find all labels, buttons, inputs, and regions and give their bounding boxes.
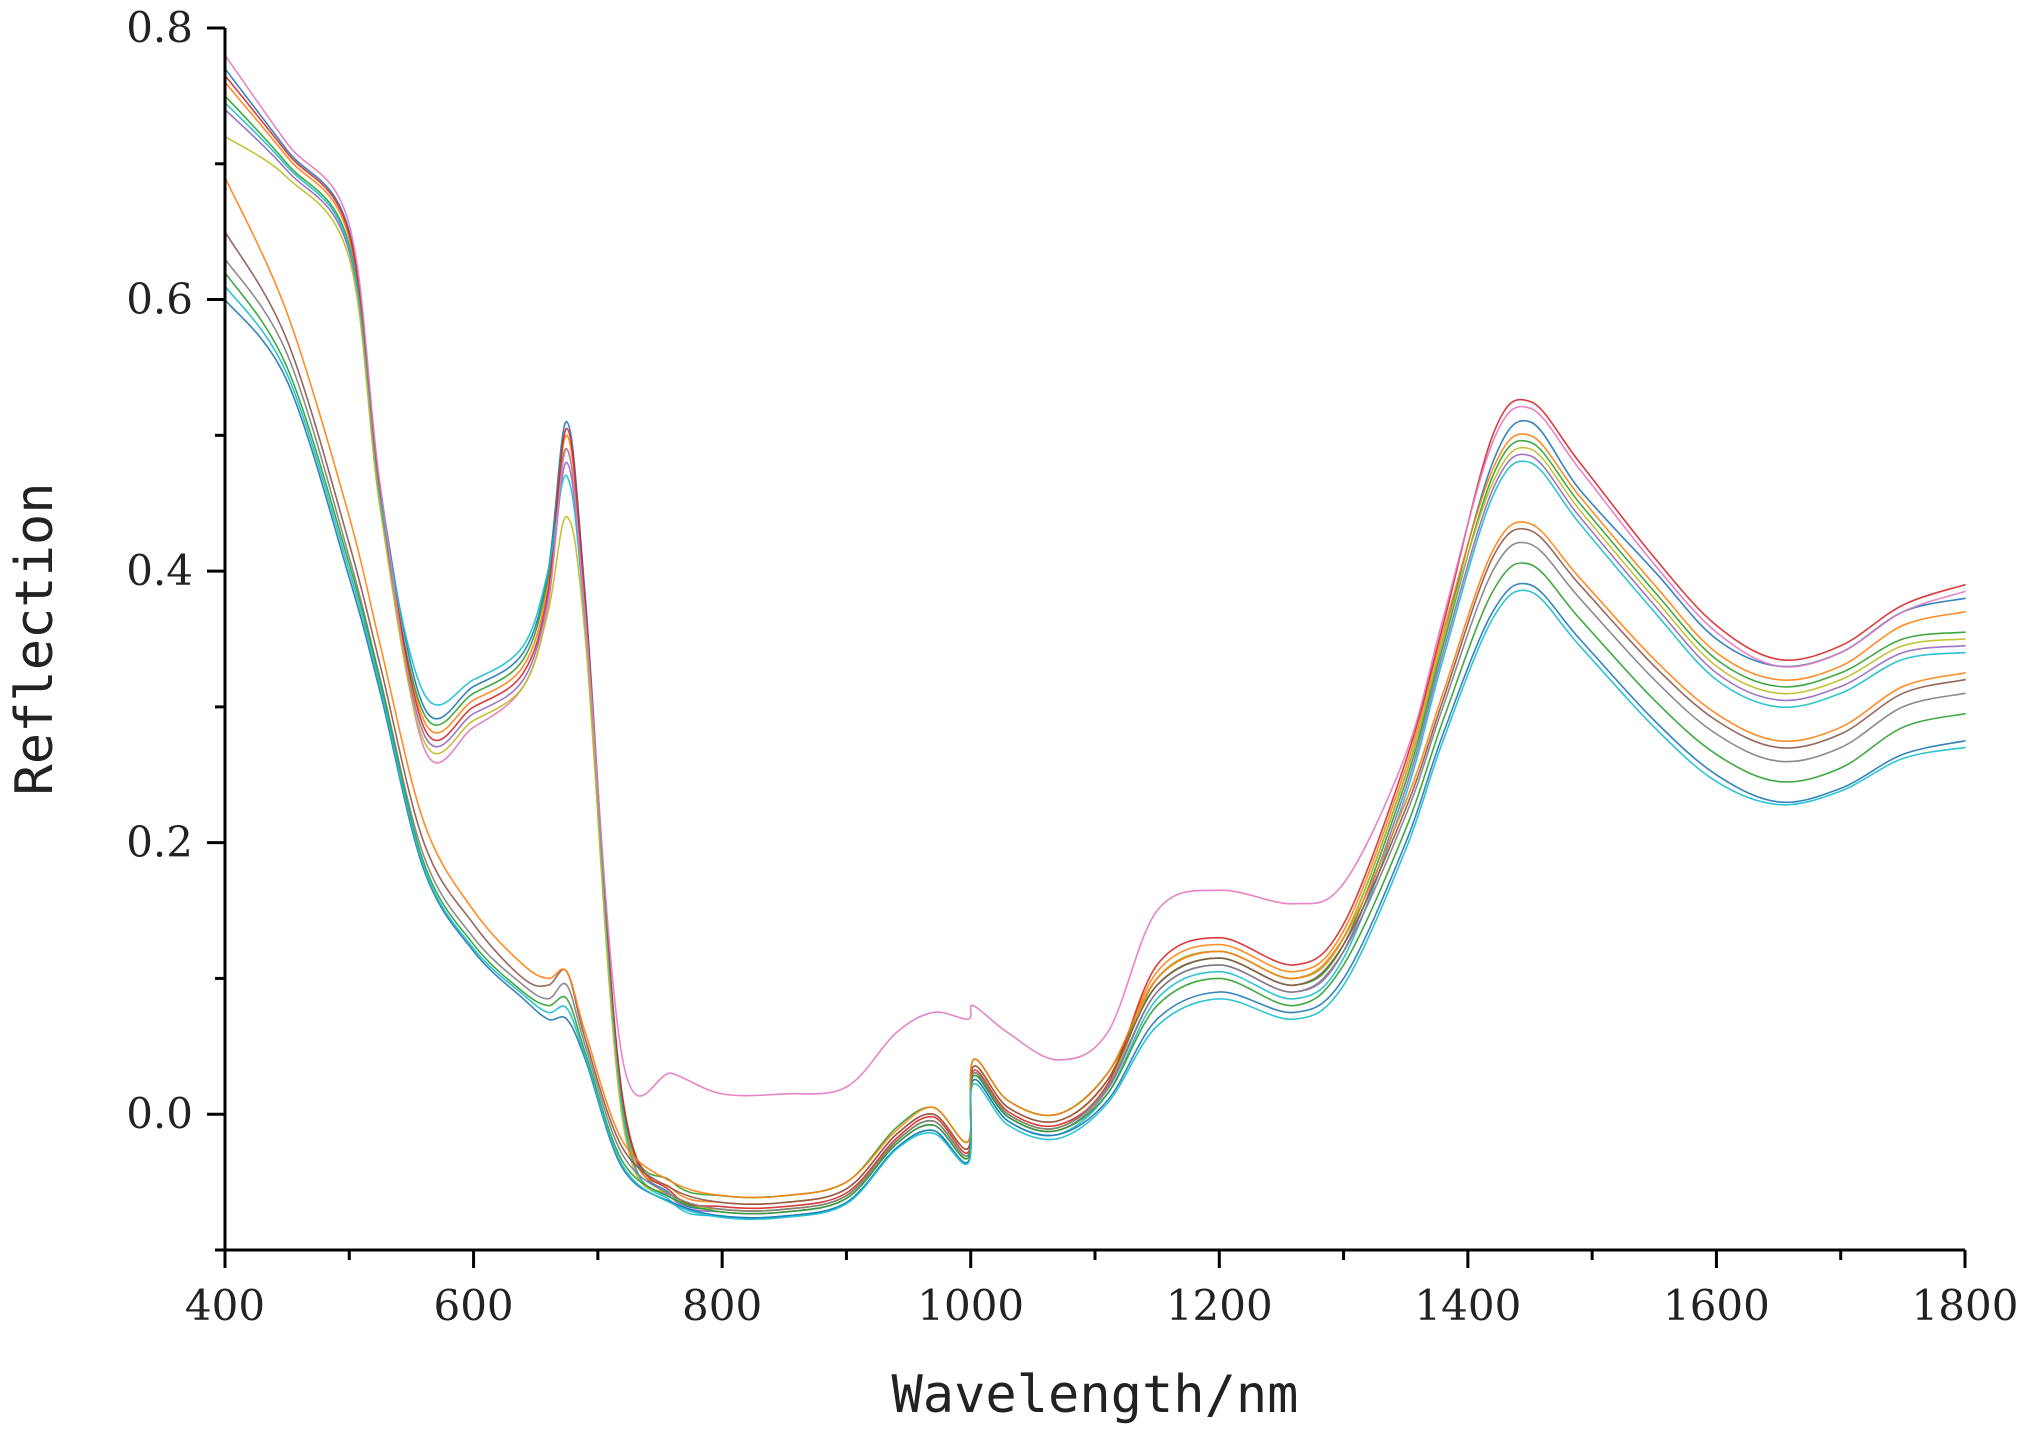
- x-tick-label: 1000: [917, 1281, 1024, 1330]
- axes: [223, 28, 1965, 1252]
- series-line-12: [224, 271, 1966, 1215]
- y-tick-label: 0.2: [126, 818, 193, 867]
- x-axis-ticks: 400 600 800 1000 1200 1400 1600 1800: [185, 1250, 2019, 1330]
- series-line-13: [224, 176, 1966, 1199]
- y-tick-label: 0.6: [126, 275, 193, 324]
- x-axis-title: Wavelength/nm: [892, 1365, 1299, 1425]
- y-tick-label: 0.0: [126, 1089, 193, 1138]
- y-tick-label: 0.8: [126, 3, 193, 52]
- x-tick-label: 1600: [1663, 1281, 1770, 1330]
- series-line-7: [224, 54, 1966, 1097]
- series-line-2: [224, 81, 1966, 1205]
- x-tick-label: 1400: [1414, 1281, 1521, 1330]
- series-line-9: [224, 258, 1966, 1212]
- x-tick-label: 800: [682, 1281, 762, 1330]
- y-axis-ticks: 0.0 0.2 0.4 0.6 0.8: [126, 3, 225, 1252]
- series-lines: [224, 54, 1966, 1220]
- x-tick-label: 400: [185, 1281, 265, 1330]
- series-line-3: [224, 95, 1966, 1199]
- y-axis-title: Reflection: [5, 482, 65, 795]
- series-line-14: [224, 285, 1966, 1220]
- series-line-10: [224, 230, 1966, 1205]
- x-tick-label: 1800: [1912, 1281, 2019, 1330]
- series-line-6: [224, 101, 1966, 1219]
- series-line-4: [224, 74, 1966, 1210]
- x-tick-label: 1200: [1166, 1281, 1273, 1330]
- y-tick-label: 0.4: [126, 546, 193, 595]
- x-tick-label: 600: [433, 1281, 513, 1330]
- series-line-11: [224, 298, 1966, 1219]
- series-line-1: [224, 67, 1966, 1212]
